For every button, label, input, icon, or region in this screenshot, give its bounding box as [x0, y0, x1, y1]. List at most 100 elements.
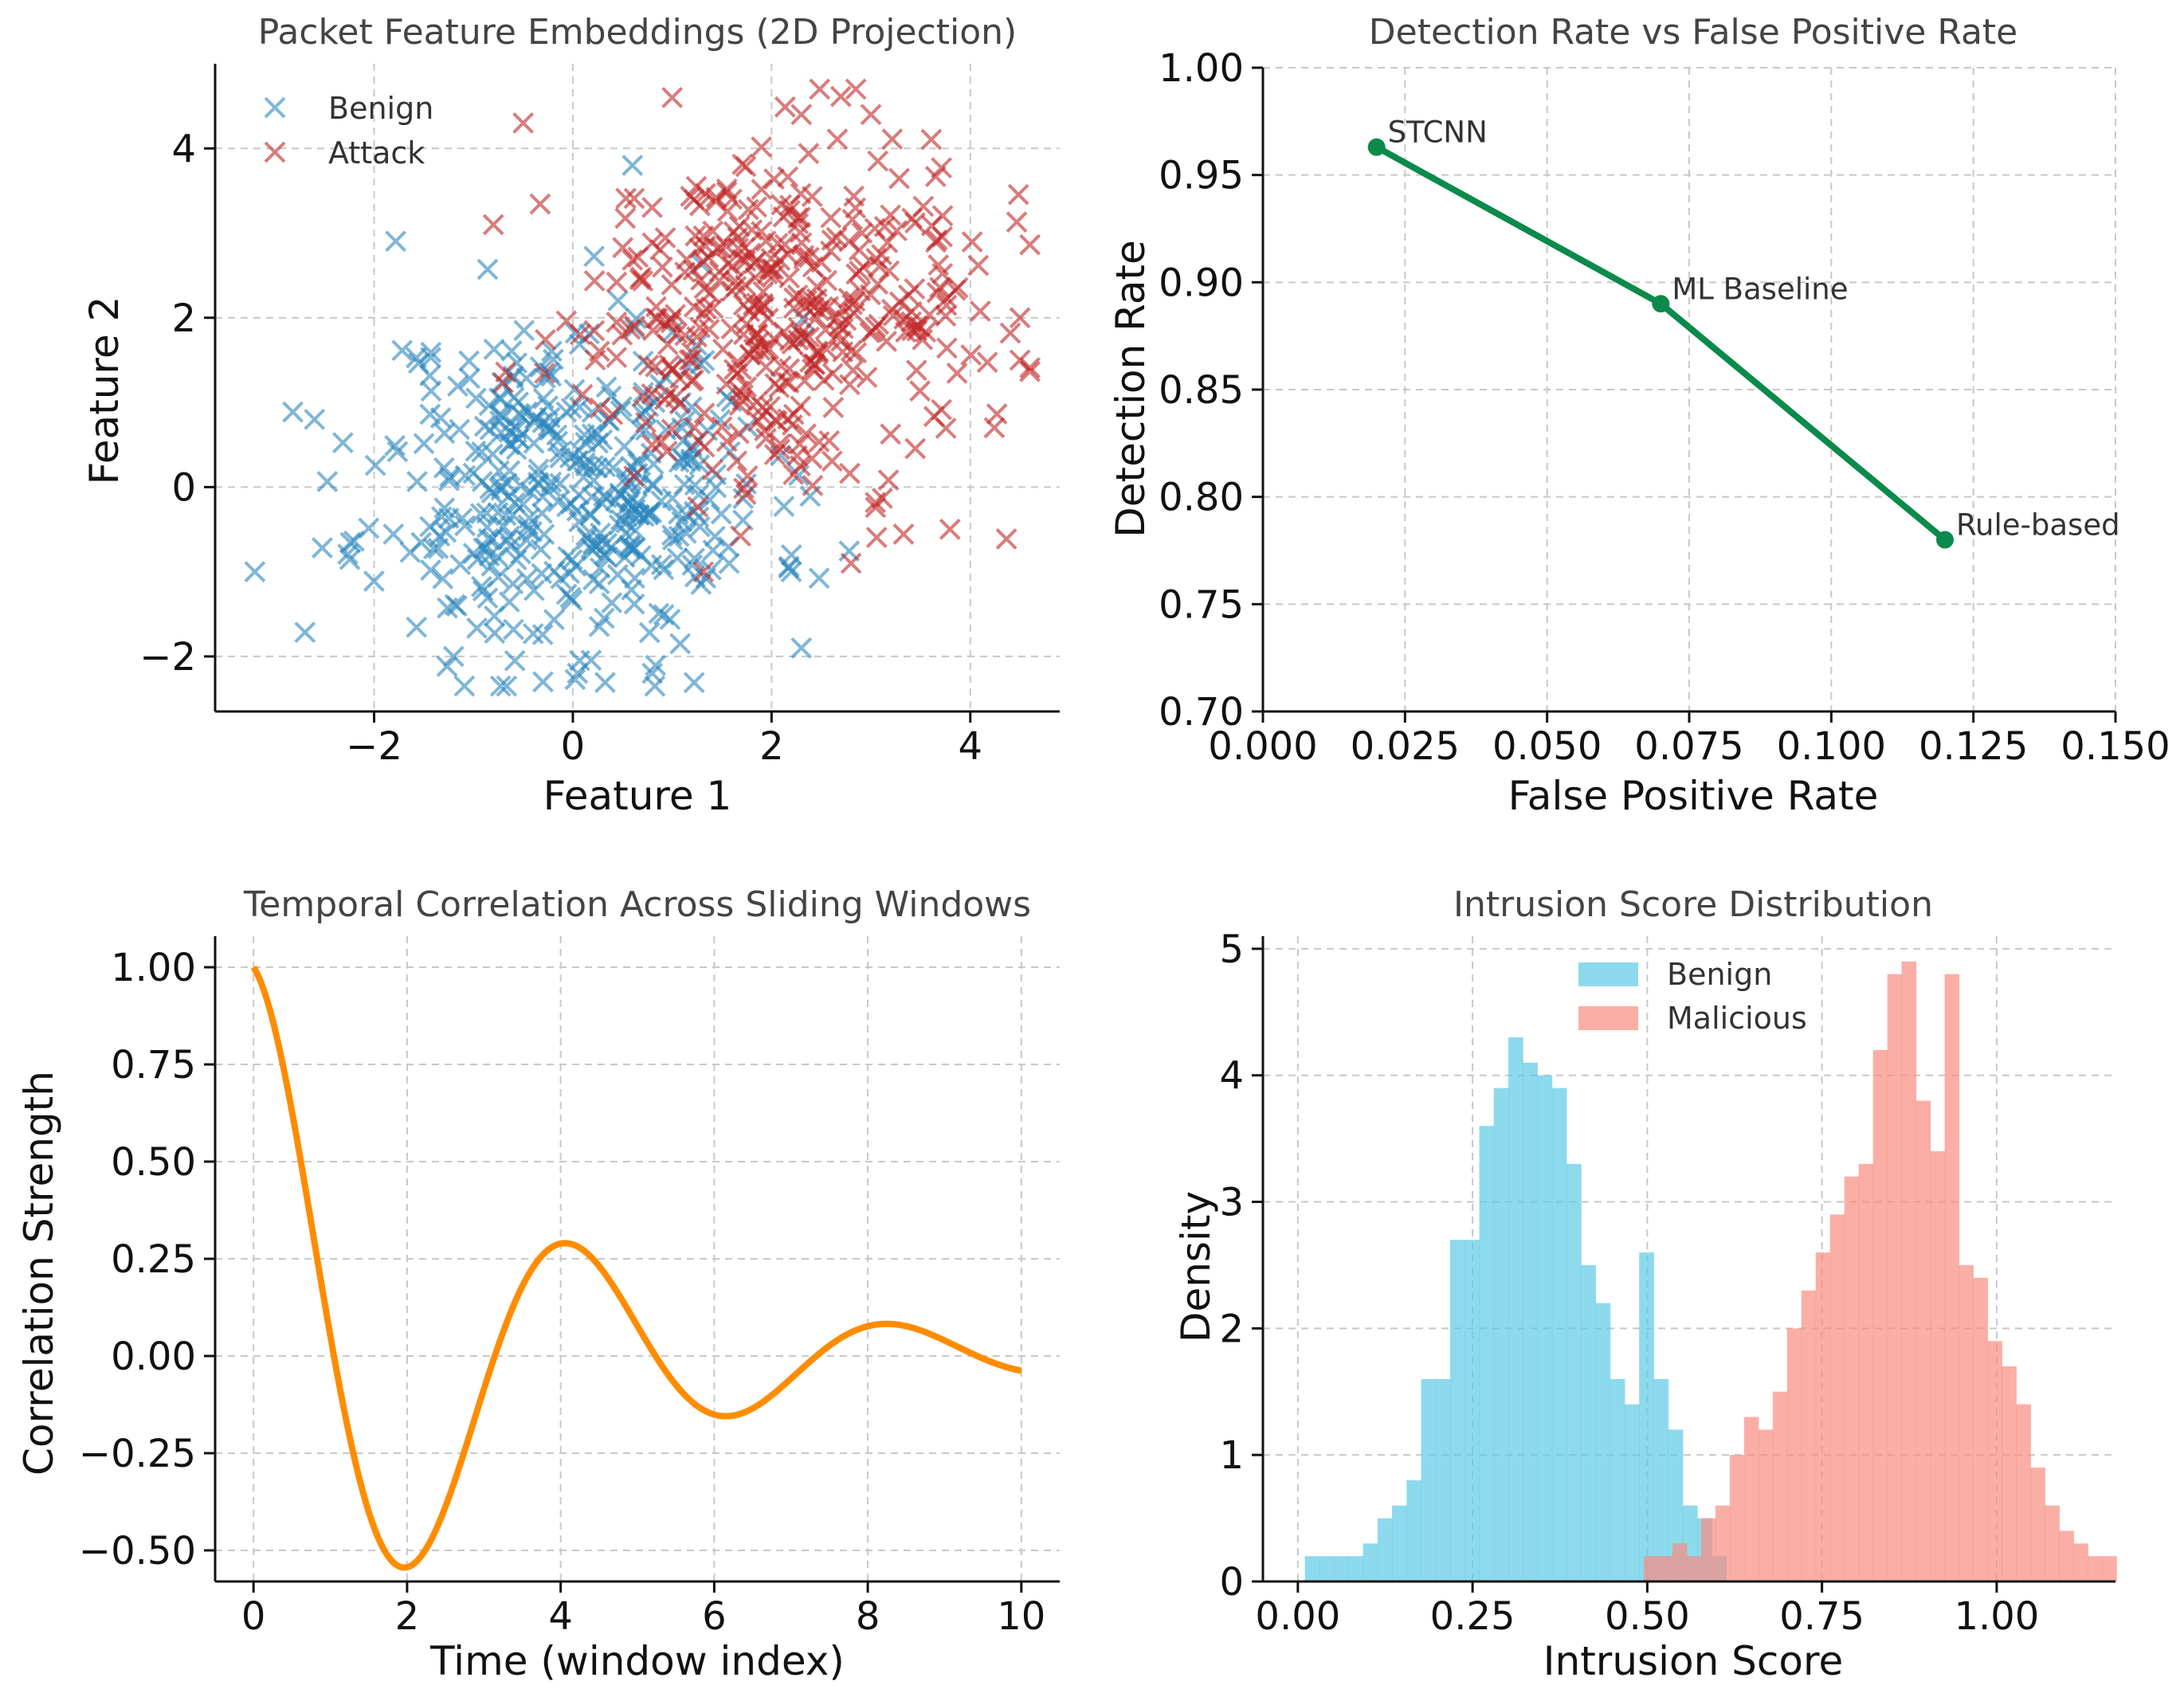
scatter-point-benign — [516, 568, 538, 590]
scatter-point-attack — [674, 324, 696, 347]
scatter-point-benign — [601, 592, 623, 613]
hist-bar-malicious — [1772, 1391, 1788, 1581]
data-point — [1936, 531, 1954, 549]
scatter-point-attack — [969, 300, 991, 322]
scatter-point-benign — [458, 350, 480, 372]
y-tick-label: 0.95 — [1159, 154, 1244, 198]
y-tick-label: −0.50 — [79, 1529, 196, 1574]
scatter-point-attack — [693, 402, 716, 425]
scatter-point-benign — [476, 516, 498, 539]
scatter-point-benign — [583, 245, 606, 268]
scatter-point-benign — [607, 290, 629, 312]
scatter-point-benign — [718, 552, 740, 574]
hist-bar-benign — [1610, 1378, 1625, 1581]
scatter-point-benign — [621, 155, 644, 176]
scatter-point-attack — [692, 302, 715, 324]
hist-bar-benign — [1479, 1126, 1495, 1581]
scatter-point-attack — [652, 256, 673, 278]
hist-bar-malicious — [1915, 1100, 1931, 1581]
scatter-point-attack — [904, 437, 927, 460]
scatter-point-attack — [820, 206, 842, 229]
scatter-point-attack — [986, 403, 1008, 425]
scatter-point-attack — [661, 308, 682, 330]
scatter-point-attack — [534, 328, 556, 351]
scatter-point-benign — [531, 486, 554, 508]
scatter-point-attack — [849, 280, 872, 302]
scatter-point-benign — [453, 675, 476, 697]
scatter-point-benign — [419, 365, 441, 386]
x-tick-label: 0.150 — [2060, 724, 2170, 769]
scatter-point-benign — [513, 319, 535, 342]
scatter-point-attack — [843, 185, 865, 207]
scatter-point-benign — [674, 410, 696, 433]
x-tick-label: 2 — [759, 724, 784, 769]
y-tick-label: 1.00 — [1159, 46, 1244, 91]
scatter-point-benign — [358, 517, 380, 539]
scatter-point-attack — [725, 276, 747, 298]
scatter-point-attack — [692, 561, 715, 583]
scatter-point-attack — [769, 438, 791, 461]
hist-bar-malicious — [1887, 974, 1903, 1581]
scatter-point-benign — [568, 511, 590, 533]
hist-bar-malicious — [1786, 1328, 1802, 1581]
hist-bar-malicious — [1815, 1252, 1831, 1581]
scatter-point-benign — [542, 348, 564, 370]
scatter-point-attack — [512, 112, 535, 134]
scatter-point-attack — [569, 323, 591, 346]
scatter-point-attack — [839, 462, 861, 484]
scatter-point-attack — [614, 207, 637, 229]
scatter-point-benign — [626, 493, 649, 515]
scatter-point-attack — [624, 315, 645, 337]
scatter-point-benign — [406, 347, 427, 369]
scatter-point-benign — [449, 554, 472, 576]
scatter-point-benign — [331, 432, 354, 454]
scatter-point-benign — [516, 401, 539, 423]
x-tick-label: 8 — [856, 1594, 880, 1639]
legend-marker-attack — [264, 141, 286, 163]
scatter-point-attack — [1009, 307, 1031, 329]
scatter-point-attack — [924, 166, 947, 187]
scatter-point-benign — [391, 339, 414, 362]
scatter-point-benign — [699, 488, 721, 511]
legend: Benign Malicious — [1578, 957, 1807, 1036]
scatter-point-attack — [716, 430, 738, 453]
scatter-point-attack — [724, 270, 747, 292]
hist-bar-benign — [1639, 1252, 1654, 1581]
scatter-point-attack — [1019, 233, 1041, 256]
scatter-point-attack — [749, 299, 771, 321]
scatter-point-benign — [491, 405, 513, 427]
scatter-point-attack — [935, 417, 957, 439]
hist-bar-benign — [1537, 1075, 1553, 1581]
scatter-point-attack — [698, 319, 720, 340]
hist-bar-malicious — [2030, 1468, 2045, 1581]
y-tick-label: 0.75 — [1159, 582, 1244, 627]
scatter-point-benign — [638, 621, 661, 644]
scatter-point-attack — [747, 410, 769, 433]
scatter-point-benign — [590, 530, 613, 552]
scatter-point-attack — [790, 104, 813, 126]
scatter-point-attack — [840, 340, 862, 362]
scatter-point-benign — [661, 529, 684, 551]
scatter-point-attack — [904, 212, 926, 234]
scatter-point-benign — [523, 579, 545, 602]
scatter-point-attack — [731, 359, 752, 381]
scatter-point-attack — [935, 337, 958, 359]
scatter-point-benign — [435, 521, 457, 543]
scatter-point-attack — [683, 296, 705, 318]
scatter-point-benign — [436, 655, 458, 677]
scatter-point-attack — [623, 187, 645, 210]
scatter-point-benign — [541, 340, 563, 363]
scatter-point-attack — [735, 484, 757, 505]
scatter-point-attack — [783, 287, 805, 309]
scatter-point-benign — [382, 523, 405, 545]
hist-bar-malicious — [1944, 974, 1960, 1581]
scatter-point-benign — [594, 672, 616, 693]
scatter-point-attack — [693, 436, 716, 458]
scatter-point-benign — [710, 503, 732, 525]
scatter-point-benign — [531, 562, 553, 585]
scatter-point-attack — [683, 417, 705, 438]
scatter-point-benign — [588, 573, 610, 595]
hist-bar-benign — [1464, 1240, 1480, 1581]
panel-intrusion-score-histogram: Intrusion Score Distribution 0.00 0.25 0.5… — [1173, 884, 2117, 1684]
y-tick-label: −0.25 — [79, 1432, 196, 1476]
